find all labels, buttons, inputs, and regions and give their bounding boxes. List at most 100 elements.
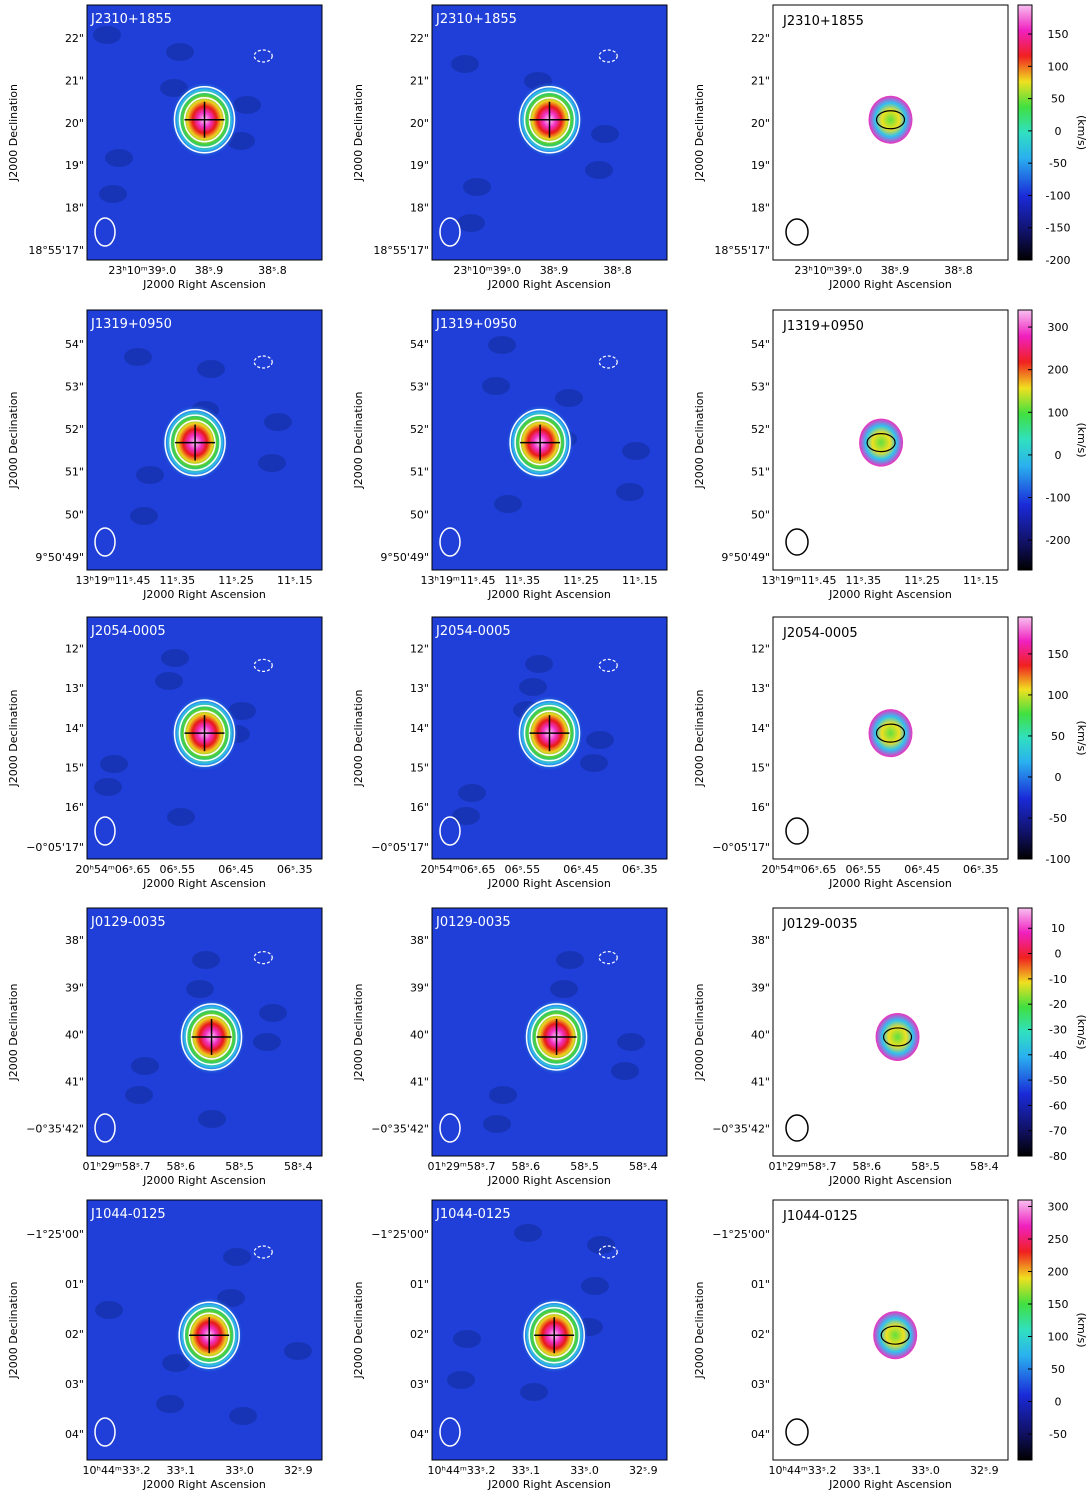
x-axis-label: J2000 Right Ascension bbox=[487, 278, 611, 291]
ra-tick-label: 11ˢ.25 bbox=[904, 574, 940, 587]
contour bbox=[178, 704, 231, 762]
contour bbox=[523, 91, 576, 148]
noise bbox=[482, 377, 510, 395]
frame bbox=[86, 309, 323, 571]
frame bbox=[772, 1199, 1009, 1461]
y-axis-label: J2000 Declination bbox=[352, 84, 365, 182]
dec-tick-label: 54" bbox=[65, 338, 84, 351]
noise bbox=[451, 55, 479, 73]
noise bbox=[155, 672, 183, 690]
dec-tick-label: 12" bbox=[65, 642, 84, 655]
dec-tick-label: 12" bbox=[751, 642, 770, 655]
dec-tick-label: 04" bbox=[65, 1428, 84, 1441]
noise bbox=[586, 731, 614, 749]
noise bbox=[161, 649, 189, 667]
dec-tick-label: 18°55'17" bbox=[373, 244, 429, 257]
ra-tick-label: 06ˢ.45 bbox=[563, 863, 599, 876]
ra-tick-label: 33ˢ.0 bbox=[911, 1464, 940, 1477]
dec-tick-label: 02" bbox=[751, 1328, 770, 1341]
noise bbox=[198, 1110, 226, 1128]
dec-tick-label: 39" bbox=[65, 981, 84, 994]
ra-tick-label: 13ʰ19ᵐ11ˢ.45 bbox=[421, 574, 496, 587]
neg-contour bbox=[598, 1245, 618, 1259]
dec-tick-label: 38" bbox=[410, 934, 429, 947]
noise bbox=[458, 784, 486, 802]
noise bbox=[99, 185, 127, 203]
ra-tick-label: 01ʰ29ᵐ58ˢ.7 bbox=[769, 1160, 837, 1173]
noise bbox=[284, 1342, 312, 1360]
dec-tick-label: 13" bbox=[65, 682, 84, 695]
noise bbox=[229, 1407, 257, 1425]
dec-tick-label: 04" bbox=[410, 1428, 429, 1441]
colorbar-tick-label: 0 bbox=[1055, 948, 1062, 961]
dec-tick-label: −0°35'42" bbox=[371, 1123, 429, 1136]
dec-tick-label: 18" bbox=[410, 201, 429, 214]
source-name: J2310+1855 bbox=[90, 12, 172, 27]
noise bbox=[136, 466, 164, 484]
dec-tick-label: 13" bbox=[410, 682, 429, 695]
colorbar-tick-label: -50 bbox=[1049, 1074, 1067, 1087]
ra-tick-label: 06ˢ.55 bbox=[845, 863, 881, 876]
contour bbox=[183, 1306, 235, 1364]
dec-tick-label: −0°05'17" bbox=[712, 841, 770, 854]
beam bbox=[94, 1417, 116, 1447]
ra-tick-label: 58ˢ.5 bbox=[570, 1160, 599, 1173]
y-axis-label: J2000 Declination bbox=[352, 984, 365, 1082]
noise bbox=[555, 389, 583, 407]
colorbar-tick-label: 150 bbox=[1048, 1298, 1069, 1311]
colorbar-tick-label: -40 bbox=[1049, 1049, 1067, 1062]
dec-tick-label: 19" bbox=[410, 159, 429, 172]
panel: J0129-0035 38" 39" 40" 41" −0°35'42" 01ʰ29ᵐ58ˢ… bbox=[7, 907, 323, 1187]
colorbar bbox=[1017, 616, 1033, 860]
velocity-contour bbox=[866, 433, 896, 453]
beam bbox=[94, 527, 116, 557]
panel: J2054-0005 12" 13" 14" 15" 16" −0°05'17" 20ʰ54ᵐ… bbox=[7, 616, 323, 890]
colorbar-tick-label: -10 bbox=[1049, 973, 1067, 986]
contour bbox=[518, 86, 581, 154]
colorbar-tick-label: -20 bbox=[1049, 998, 1067, 1011]
x-axis-label: J2000 Right Ascension bbox=[142, 588, 266, 601]
noise bbox=[197, 360, 225, 378]
noise bbox=[580, 754, 608, 772]
ra-tick-label: 58ˢ.4 bbox=[284, 1160, 313, 1173]
y-axis-label: J2000 Declination bbox=[693, 392, 706, 490]
dec-tick-label: 18°55'17" bbox=[28, 244, 84, 257]
source-name: J1044-0125 bbox=[90, 1207, 166, 1222]
frame bbox=[772, 4, 1009, 261]
frame bbox=[86, 907, 323, 1157]
y-axis-label: J2000 Declination bbox=[7, 84, 20, 182]
colorbar-tick-label: 300 bbox=[1048, 1201, 1069, 1214]
velocity-contour bbox=[882, 1027, 913, 1047]
source-name: J2054-0005 bbox=[90, 624, 166, 639]
beam bbox=[439, 527, 461, 557]
source-name: J0129-0035 bbox=[782, 917, 858, 932]
colorbar-tick-label: 10 bbox=[1051, 922, 1065, 935]
frame bbox=[772, 616, 1009, 860]
dec-tick-label: 52" bbox=[410, 423, 429, 436]
source-name: J2310+1855 bbox=[435, 12, 517, 27]
noise bbox=[617, 1033, 645, 1051]
neg-contour bbox=[598, 658, 618, 673]
colorbar-tick-label: 100 bbox=[1048, 1331, 1069, 1344]
ra-tick-label: 06ˢ.35 bbox=[277, 863, 313, 876]
ra-tick-label: 38ˢ.8 bbox=[603, 264, 632, 277]
dec-tick-label: 53" bbox=[751, 380, 770, 393]
panel: J2310+1855 22" 21" 20" 19" 18" 18°55'17" 23ʰ10ᵐ… bbox=[693, 4, 1009, 291]
ra-tick-label: 33ˢ.0 bbox=[225, 1464, 254, 1477]
colorbar-tick-label: 0 bbox=[1055, 449, 1062, 462]
colorbar-tick-label: -30 bbox=[1049, 1023, 1067, 1036]
neg-contour bbox=[598, 950, 618, 965]
dec-tick-label: 02" bbox=[65, 1328, 84, 1341]
source-name: J1319+0950 bbox=[90, 317, 172, 332]
ra-tick-label: 20ʰ54ᵐ06ˢ.65 bbox=[421, 863, 496, 876]
noise bbox=[253, 1033, 281, 1051]
neg-contour bbox=[253, 1245, 273, 1259]
noise bbox=[520, 1383, 548, 1401]
dec-tick-label: 04" bbox=[751, 1428, 770, 1441]
colorbar-label: (km/s) bbox=[1075, 422, 1088, 457]
source-name: J2054-0005 bbox=[435, 624, 511, 639]
dec-tick-label: 50" bbox=[65, 508, 84, 521]
x-axis-label: J2000 Right Ascension bbox=[487, 588, 611, 601]
dec-tick-label: 16" bbox=[65, 801, 84, 814]
